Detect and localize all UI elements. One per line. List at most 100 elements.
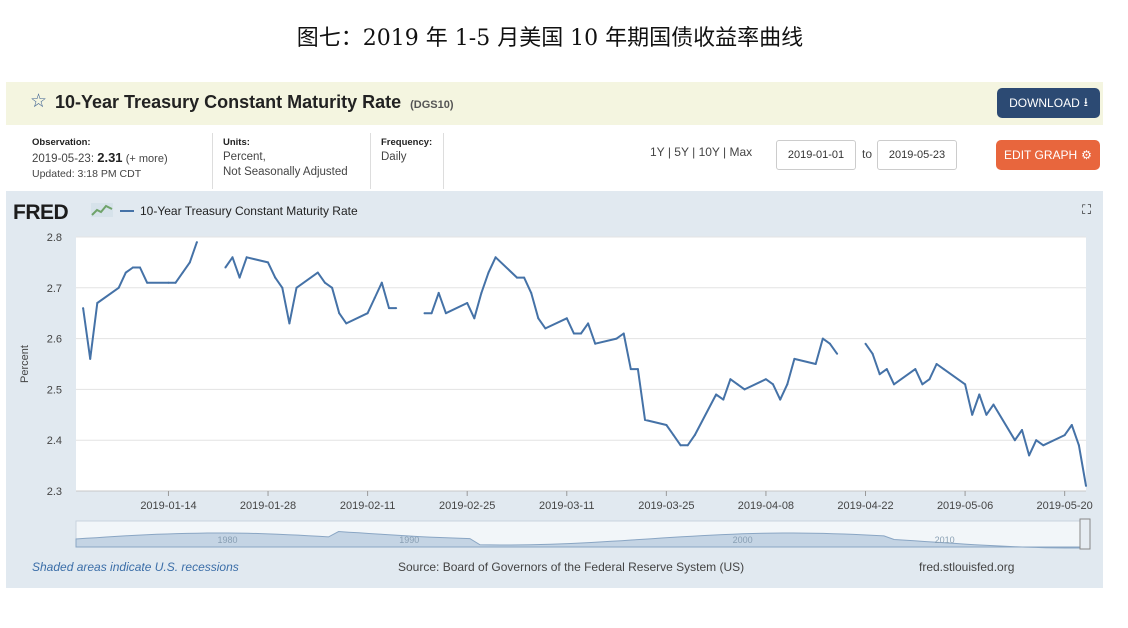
data-point (516, 276, 518, 279)
data-point (366, 312, 369, 315)
y-axis-label: Percent (19, 345, 31, 383)
data-point (373, 297, 376, 299)
data-point (871, 352, 874, 355)
data-point (928, 378, 931, 381)
data-point (139, 266, 141, 269)
x-tick-label: 2019-03-11 (539, 500, 594, 512)
y-tick-label: 2.4 (47, 435, 62, 447)
data-point (779, 398, 782, 401)
start-date-input[interactable]: 2019-01-01 (776, 140, 856, 170)
data-point (914, 368, 917, 371)
updated-time: Updated: 3:18 PM CDT (32, 168, 142, 180)
data-point (629, 368, 632, 371)
data-point (1013, 439, 1016, 442)
x-tick-label: 2019-05-06 (937, 500, 993, 512)
data-point (992, 403, 995, 406)
graph-panel: FRED 10-Year Treasury Constant Maturity … (6, 191, 1103, 588)
more-observations-link[interactable]: (+ more) (125, 153, 168, 165)
frequency-label: Frequency: (381, 137, 433, 148)
data-point (715, 393, 718, 396)
legend-swatch (120, 210, 134, 212)
y-tick-label: 2.3 (47, 486, 62, 498)
data-point (345, 322, 348, 325)
data-point (786, 383, 789, 386)
units-line-2: Not Seasonally Adjusted (223, 166, 348, 178)
data-point (793, 357, 796, 360)
data-point (893, 383, 895, 386)
series-id: (DGS10) (410, 99, 454, 111)
units-line-1: Percent, (223, 151, 266, 163)
units-label: Units: (223, 137, 250, 148)
data-point (96, 302, 99, 304)
data-point (978, 393, 981, 396)
series-info-bar: Observation: 2019-05-23: 2.31 (+ more) U… (6, 125, 1103, 191)
navigator-year-label: 2000 (733, 535, 753, 545)
data-point (565, 317, 568, 320)
end-date-input[interactable]: 2019-05-23 (877, 140, 957, 170)
range-max-link[interactable]: Max (729, 145, 753, 159)
fred-graph-widget: ☆ 10-Year Treasury Constant Maturity Rat… (6, 82, 1103, 588)
data-point (636, 368, 639, 371)
navigator-handle[interactable] (1079, 518, 1091, 550)
data-point (437, 291, 440, 294)
edit-graph-button[interactable]: EDIT GRAPH ⚙ (996, 140, 1100, 170)
data-point (686, 444, 689, 447)
x-tick-label: 2019-01-28 (240, 500, 296, 512)
data-point (772, 383, 774, 386)
data-point (430, 312, 433, 315)
data-point (736, 383, 739, 386)
plot-area (76, 237, 1086, 491)
date-range-to-label: to (862, 147, 873, 161)
range-separator: | (723, 145, 727, 159)
data-point (380, 281, 383, 284)
data-point (885, 368, 888, 371)
series-title-text: 10-Year Treasury Constant Maturity Rate (55, 92, 402, 112)
data-point (1028, 454, 1031, 457)
data-point (665, 424, 668, 426)
data-point (722, 398, 725, 401)
x-tick-label: 2019-04-22 (837, 500, 893, 512)
data-point (124, 271, 127, 274)
range-links: 1Y | 5Y | 10Y | Max (650, 145, 752, 159)
edit-graph-label: EDIT GRAPH (1004, 148, 1078, 162)
data-point (821, 337, 824, 340)
data-point (985, 413, 988, 416)
observation-value: 2.31 (97, 150, 123, 165)
site-link[interactable]: fred.stlouisfed.org (919, 560, 1015, 574)
series-line (864, 343, 1087, 487)
observation-date: 2019-05-23: (32, 153, 95, 165)
data-point (444, 312, 447, 315)
source-note: Source: Board of Governors of the Federa… (398, 560, 745, 574)
data-point (338, 312, 341, 315)
divider (370, 133, 371, 189)
data-point (814, 363, 817, 365)
data-point (395, 307, 398, 310)
series-title: 10-Year Treasury Constant Maturity Rate … (55, 92, 454, 113)
data-point (878, 373, 881, 376)
data-point (828, 342, 831, 345)
fred-logo: FRED (13, 201, 69, 224)
data-point (224, 266, 227, 269)
data-point (672, 434, 675, 437)
data-point (188, 261, 191, 264)
data-point (181, 271, 184, 274)
data-point (195, 241, 198, 244)
range-1y-link[interactable]: 1Y (650, 145, 665, 159)
x-tick-label: 2019-03-25 (638, 500, 694, 512)
legend-label: 10-Year Treasury Constant Maturity Rate (140, 204, 358, 218)
x-tick-label: 2019-02-25 (439, 500, 495, 512)
data-point (281, 286, 284, 289)
download-button[interactable]: DOWNLOAD ⭳ (997, 88, 1100, 118)
data-point (423, 312, 426, 315)
range-5y-link[interactable]: 5Y (674, 145, 689, 159)
data-point (231, 256, 234, 259)
expand-icon[interactable]: ⛶ (1082, 203, 1092, 218)
data-point (167, 281, 170, 284)
data-point (1035, 439, 1038, 442)
data-point (1021, 429, 1023, 431)
observation-block: Observation: 2019-05-23: 2.31 (+ more) U… (32, 135, 168, 182)
star-outline-icon[interactable]: ☆ (30, 90, 48, 112)
range-10y-link[interactable]: 10Y (698, 145, 720, 159)
data-point (530, 291, 533, 294)
data-point (729, 378, 732, 381)
